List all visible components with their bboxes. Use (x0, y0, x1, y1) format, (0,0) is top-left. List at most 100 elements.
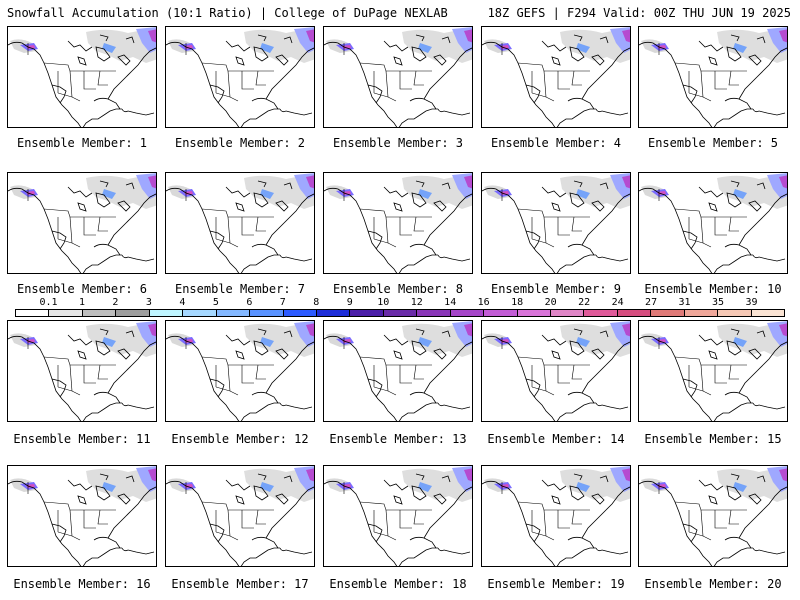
north-america-map (8, 466, 156, 566)
ensemble-member-map (323, 465, 473, 567)
colorbar-swatch (116, 310, 150, 316)
colorbar-swatch (283, 310, 317, 316)
colorbar-swatch (551, 310, 585, 316)
north-america-map (324, 466, 472, 566)
colorbar-tick-label: 39 (745, 297, 758, 308)
north-america-map (8, 321, 156, 421)
ensemble-member-map (7, 320, 157, 422)
colorbar-swatch (450, 310, 485, 316)
colorbar-tick-label: 2 (112, 297, 119, 308)
colorbar (15, 309, 785, 317)
ensemble-member-label: Ensemble Member: 14 (487, 432, 625, 446)
north-america-map (8, 173, 156, 273)
colorbar-tick-label: 22 (578, 297, 591, 308)
ensemble-member-map (638, 465, 788, 567)
colorbar-tick-label: 6 (246, 297, 253, 308)
ensemble-member-label: Ensemble Member: 3 (332, 136, 464, 150)
colorbar-swatch (316, 310, 351, 316)
colorbar-swatch (584, 310, 618, 316)
colorbar-tick-label: 0.1 (39, 297, 58, 308)
ensemble-member-label: Ensemble Member: 5 (647, 136, 779, 150)
ensemble-member-label: Ensemble Member: 15 (644, 432, 782, 446)
ensemble-member-map (638, 320, 788, 422)
colorbar-tick-label: 5 (212, 297, 219, 308)
north-america-map (324, 321, 472, 421)
ensemble-member-map (7, 465, 157, 567)
colorbar-swatch (16, 310, 50, 316)
ensemble-member-label: Ensemble Member: 10 (644, 282, 782, 296)
colorbar-tick-label: 7 (279, 297, 286, 308)
ensemble-member-map (481, 26, 631, 128)
colorbar-swatch (517, 310, 551, 316)
north-america-map (166, 466, 314, 566)
colorbar-tick-label: 4 (179, 297, 186, 308)
colorbar-swatch (484, 310, 518, 316)
colorbar-swatch (718, 310, 752, 316)
colorbar-tick-label: 8 (313, 297, 320, 308)
colorbar-swatch (383, 310, 418, 316)
north-america-map (482, 27, 630, 127)
north-america-map (166, 27, 314, 127)
ensemble-member-map (323, 26, 473, 128)
colorbar-tick-label: 31 (678, 297, 691, 308)
colorbar-swatch (651, 310, 685, 316)
ensemble-member-label: Ensemble Member: 18 (329, 577, 467, 591)
colorbar-swatch (751, 310, 785, 316)
colorbar-tick-label: 20 (544, 297, 557, 308)
ensemble-member-label: Ensemble Member: 20 (644, 577, 782, 591)
colorbar-swatch (250, 310, 284, 316)
run-valid-time: 18Z GEFS | F294 Valid: 00Z THU JUN 19 20… (487, 6, 791, 20)
colorbar-tick-label: 9 (346, 297, 353, 308)
ensemble-member-label: Ensemble Member: 2 (174, 136, 306, 150)
north-america-map (639, 321, 787, 421)
north-america-map (482, 466, 630, 566)
colorbar-swatch (216, 310, 251, 316)
colorbar-swatch (617, 310, 652, 316)
colorbar-tick-label: 3 (145, 297, 152, 308)
ensemble-member-label: Ensemble Member: 16 (13, 577, 151, 591)
ensemble-member-label: Ensemble Member: 9 (490, 282, 622, 296)
colorbar-tick-label: 24 (611, 297, 624, 308)
north-america-map (324, 173, 472, 273)
ensemble-member-map (165, 26, 315, 128)
north-america-map (324, 27, 472, 127)
colorbar-tick-label: 10 (377, 297, 390, 308)
ensemble-member-label: Ensemble Member: 19 (487, 577, 625, 591)
ensemble-member-label: Ensemble Member: 12 (171, 432, 309, 446)
ensemble-member-map (481, 172, 631, 274)
ensemble-member-map (323, 320, 473, 422)
ensemble-member-map (481, 320, 631, 422)
north-america-map (639, 466, 787, 566)
ensemble-member-label: Ensemble Member: 6 (16, 282, 148, 296)
ensemble-member-map (638, 172, 788, 274)
ensemble-member-label: Ensemble Member: 13 (329, 432, 467, 446)
colorbar-tick-label: 27 (645, 297, 658, 308)
north-america-map (482, 173, 630, 273)
map-title: Snowfall Accumulation (10:1 Ratio) | Col… (7, 6, 448, 20)
north-america-map (8, 27, 156, 127)
colorbar-swatch (149, 310, 184, 316)
colorbar-tick-label: 18 (511, 297, 524, 308)
colorbar-swatch (82, 310, 117, 316)
ensemble-member-label: Ensemble Member: 17 (171, 577, 309, 591)
colorbar-swatch (49, 310, 83, 316)
colorbar-tick-label: 16 (477, 297, 490, 308)
colorbar-tick-label: 1 (78, 297, 85, 308)
colorbar-swatch (350, 310, 384, 316)
ensemble-member-map (481, 465, 631, 567)
colorbar-swatch (183, 310, 217, 316)
north-america-map (482, 321, 630, 421)
north-america-map (639, 173, 787, 273)
ensemble-member-label: Ensemble Member: 11 (13, 432, 151, 446)
ensemble-member-map (323, 172, 473, 274)
ensemble-member-label: Ensemble Member: 1 (16, 136, 148, 150)
north-america-map (166, 173, 314, 273)
ensemble-member-map (638, 26, 788, 128)
ensemble-member-map (165, 465, 315, 567)
colorbar-swatch (417, 310, 451, 316)
north-america-map (166, 321, 314, 421)
ensemble-member-map (7, 26, 157, 128)
ensemble-member-map (165, 320, 315, 422)
colorbar-swatch (684, 310, 719, 316)
ensemble-member-map (7, 172, 157, 274)
